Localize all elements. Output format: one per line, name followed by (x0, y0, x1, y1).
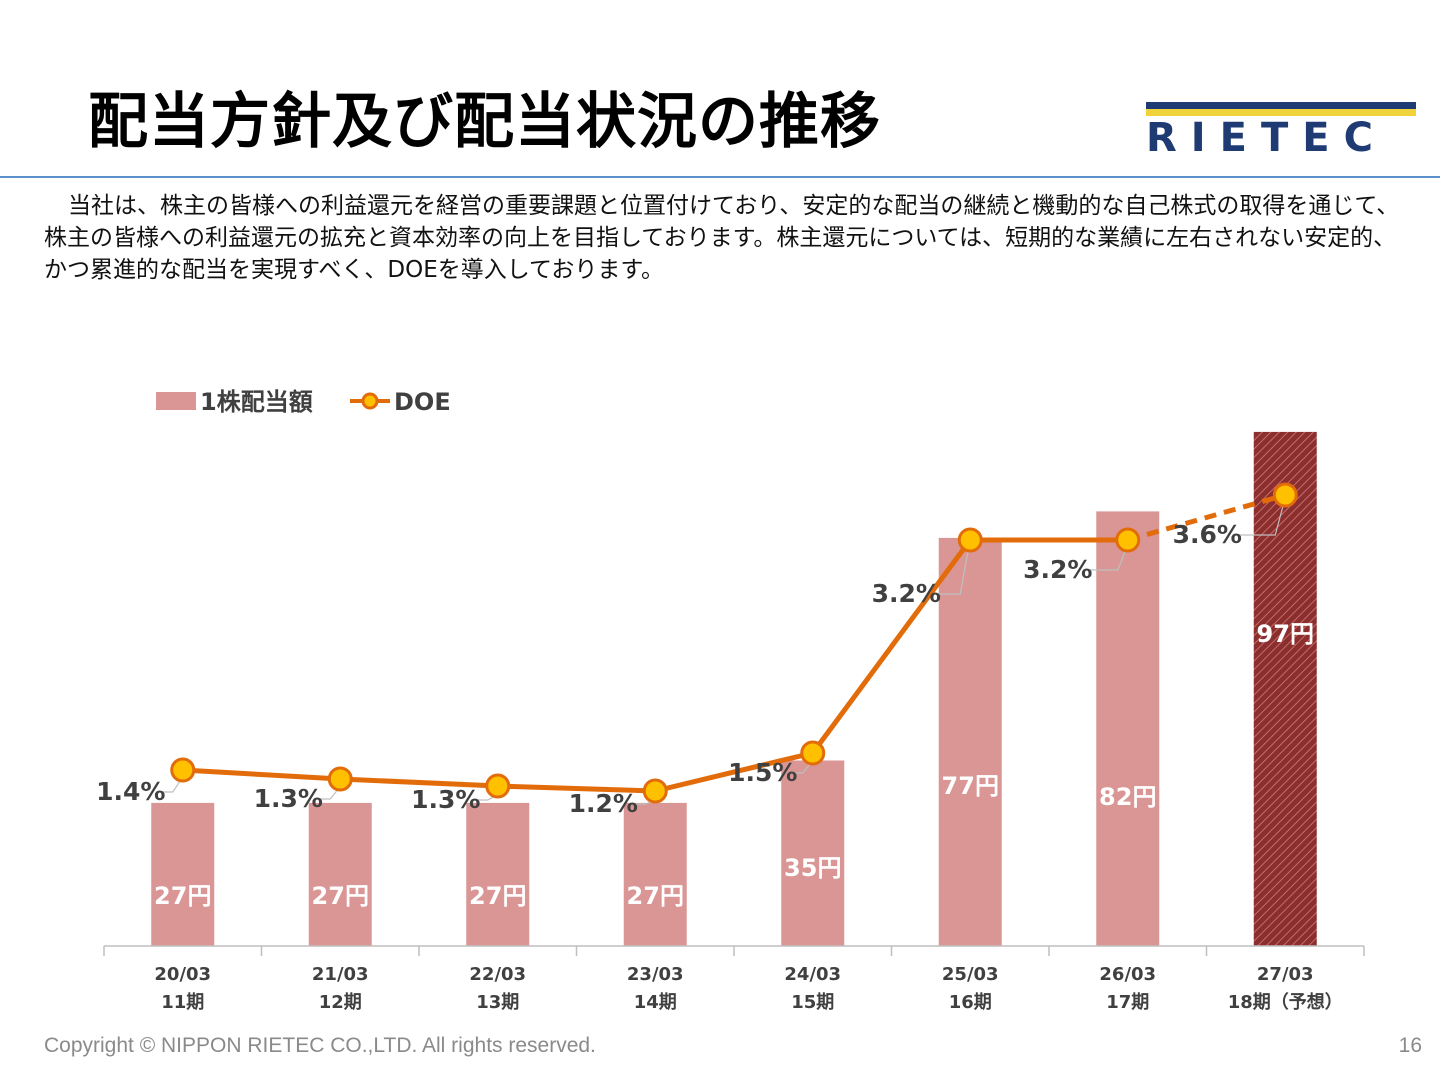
doe-point (800, 740, 826, 766)
bar-1 (308, 802, 372, 946)
doe-point (327, 766, 353, 792)
doe-value-label: 1.2% (569, 789, 638, 818)
copyright-footer: Copyright © NIPPON RIETEC CO.,LTD. All r… (44, 1034, 596, 1057)
legend-bar-label: 1株配当額 (200, 388, 313, 416)
x-label-date: 21/03 (312, 964, 369, 985)
bar-value-label: 27円 (312, 882, 369, 910)
logo-stripe-blue (1146, 102, 1416, 109)
x-label-date: 23/03 (627, 964, 684, 985)
x-label-period: 16期 (949, 992, 992, 1013)
doe-point (1115, 527, 1141, 553)
x-label-period: 17期 (1106, 992, 1149, 1013)
doe-point (1272, 482, 1298, 508)
x-label-period: 15期 (791, 992, 834, 1013)
chart-legend: 1株配当額 DOE (156, 388, 451, 416)
doe-point (642, 778, 668, 804)
bar-value-label: 82円 (1099, 783, 1156, 811)
bar-7 (1253, 431, 1317, 946)
page-title: 配当方針及び配当状況の推移 (88, 87, 881, 157)
doe-leader-line (316, 788, 339, 800)
doe-point (957, 527, 983, 553)
company-logo: RIETEC (1146, 102, 1416, 158)
doe-value-label: 3.2% (872, 579, 941, 608)
doe-point (170, 757, 196, 783)
logo-text: RIETEC (1146, 115, 1387, 161)
legend-line-label: DOE (394, 388, 451, 416)
doe-line-series: 1.4% 1.3% 1.3% 1.2% 1.5% 3.2% 3.2% 3.6% (96, 482, 1298, 818)
intro-paragraph: 当社は、株主の皆様への利益還元を経営の重要課題と位置付けており、安定的な配当の継… (44, 193, 1400, 283)
x-label-period: 12期 (319, 992, 362, 1013)
x-axis-ticks (103, 946, 1365, 956)
bar-series: 27円 27円 27円 27円 35円 77円 82円 97円 (151, 431, 1317, 946)
legend-line-marker (361, 392, 379, 410)
doe-line-forecast (1127, 492, 1286, 543)
x-axis-labels: 20/03 11期 21/03 12期 22/03 13期 23/03 14期 24/03 15期… (154, 964, 1342, 1013)
bar-2 (466, 802, 530, 946)
x-label-period: 18期（予想） (1228, 991, 1343, 1013)
doe-leader-line (790, 762, 812, 774)
bar-4 (781, 760, 845, 946)
bar-value-label: 77円 (942, 772, 999, 800)
page-number: 16 (1398, 1034, 1422, 1057)
x-label-period: 13期 (476, 992, 519, 1013)
bar-value-label: 97円 (1257, 620, 1314, 648)
doe-point (485, 773, 511, 799)
legend-bar-swatch (156, 392, 196, 410)
doe-value-label: 1.4% (96, 777, 165, 806)
bar-value-label: 27円 (154, 882, 211, 910)
bar-3 (623, 802, 687, 946)
doe-value-label: 1.3% (254, 784, 323, 813)
x-label-date: 24/03 (784, 964, 841, 985)
x-label-period: 11期 (161, 992, 204, 1013)
bar-value-label: 35円 (784, 854, 841, 882)
doe-value-label: 3.2% (1023, 555, 1092, 584)
logo-stripe-yellow (1146, 109, 1416, 116)
x-label-date: 22/03 (469, 964, 526, 985)
x-label-date: 25/03 (942, 964, 999, 985)
doe-value-label: 3.6% (1173, 520, 1242, 549)
doe-leader-line (1235, 504, 1284, 536)
x-label-date: 20/03 (154, 964, 211, 985)
title-divider (0, 176, 1440, 178)
x-label-period: 14期 (634, 992, 677, 1013)
bar-5 (938, 537, 1002, 946)
x-label-date: 27/03 (1257, 964, 1314, 985)
doe-leader-line (1085, 549, 1127, 571)
bar-value-label: 27円 (627, 882, 684, 910)
doe-leader-line (934, 549, 969, 595)
bar-0 (151, 802, 215, 946)
doe-leader-line (158, 779, 182, 793)
bar-6 (1096, 511, 1160, 946)
dividend-chart: 1株配当額 DOE 27円 27円 27円 27円 35円 77円 82円 97円 20/03… (96, 388, 1365, 1013)
bar-value-label: 27円 (469, 882, 526, 910)
doe-value-label: 1.5% (728, 758, 797, 787)
doe-value-label: 1.3% (411, 785, 480, 814)
x-label-date: 26/03 (1099, 964, 1156, 985)
